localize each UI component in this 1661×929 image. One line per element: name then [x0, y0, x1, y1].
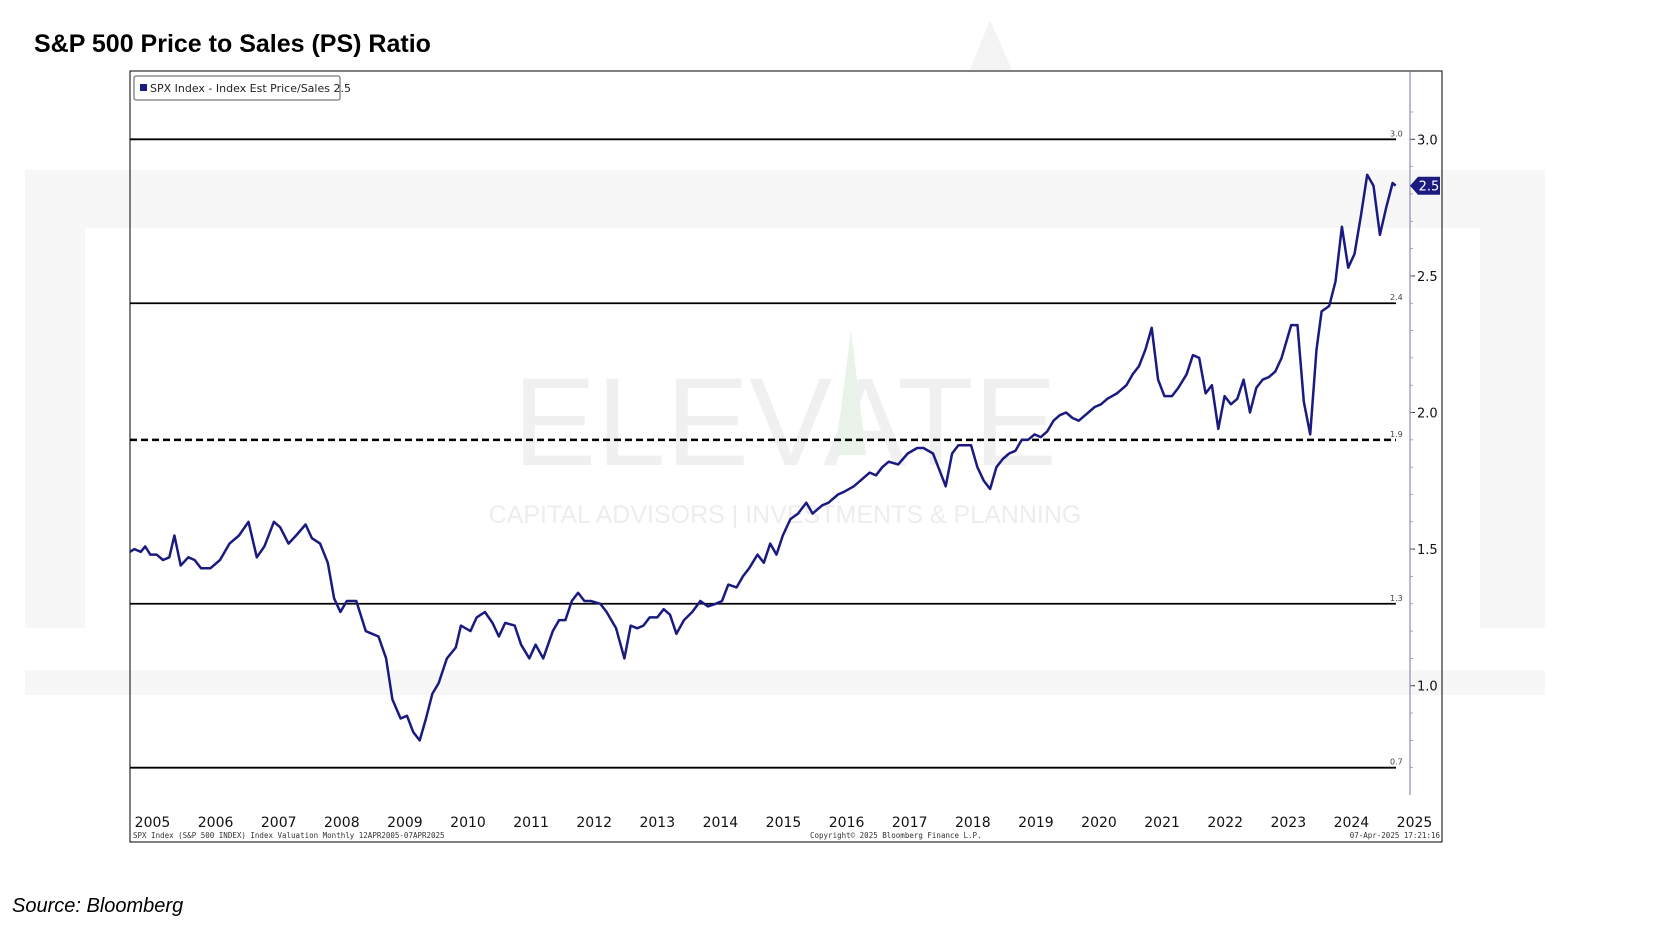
- x-tick-label: 2018: [955, 815, 991, 831]
- x-tick-label: 2017: [892, 815, 928, 831]
- x-tick-label: 2008: [324, 815, 360, 831]
- last-value-badge: 2.5: [1410, 176, 1440, 195]
- footer-left: SPX Index (S&P 500 INDEX) Index Valuatio…: [133, 831, 445, 840]
- y-tick-label: 3.0: [1417, 133, 1438, 148]
- plot-frame: [129, 70, 1443, 843]
- x-axis-ticks: 2005 2006 2007 2008 2009 2010 2011 2012 2013 2014…: [135, 815, 1433, 831]
- x-tick-label: 2015: [766, 815, 802, 831]
- x-tick-label: 2025: [1397, 815, 1433, 831]
- watermark-brand: ELEVATE: [513, 353, 1057, 492]
- x-tick-label: 2023: [1270, 815, 1306, 831]
- reference-label-0-7: 0.7: [1390, 758, 1403, 767]
- reference-label-3-0: 3.0: [1390, 129, 1403, 138]
- footer-right: 07-Apr-2025 17:21:16: [1350, 831, 1441, 840]
- x-tick-label: 2013: [639, 815, 675, 831]
- x-tick-label: 2014: [703, 815, 739, 831]
- reference-label-1-9: 1.9: [1390, 430, 1403, 439]
- x-tick-label: 2022: [1207, 815, 1243, 831]
- footer-center: Copyright© 2025 Bloomberg Finance L.P.: [810, 831, 982, 840]
- series-line-ps-ratio: [129, 173, 1397, 742]
- x-tick-label: 2011: [513, 815, 549, 831]
- legend-label: SPX Index - Index Est Price/Sales 2.5: [150, 82, 351, 95]
- source-note: Source: Bloomberg: [12, 895, 184, 917]
- x-tick-label: 2009: [387, 815, 423, 831]
- x-tick-label: 2019: [1018, 815, 1054, 831]
- legend: SPX Index - Index Est Price/Sales 2.5: [133, 75, 351, 101]
- reference-label-2-4: 2.4: [1390, 293, 1403, 302]
- x-tick-label: 2012: [576, 815, 612, 831]
- y-tick-label: 2.0: [1417, 407, 1438, 422]
- last-value-label: 2.5: [1419, 180, 1440, 195]
- y-tick-label: 2.5: [1417, 270, 1438, 285]
- x-tick-label: 2021: [1144, 815, 1180, 831]
- y-axis-ticks: 1.0 1.5 2.0 2.5 3.0: [1410, 111, 1438, 769]
- watermark: ELEVATE CAPITAL ADVISORS | INVESTMENTS &…: [25, 20, 1545, 695]
- y-tick-label: 1.0: [1417, 680, 1438, 695]
- legend-swatch: [140, 84, 147, 91]
- reference-lines: 3.0 2.4 1.9 1.3 0.7: [130, 129, 1403, 769]
- watermark-tagline: CAPITAL ADVISORS | INVESTMENTS & PLANNIN…: [489, 501, 1082, 529]
- x-tick-label: 2005: [135, 815, 171, 831]
- x-tick-label: 2006: [198, 815, 234, 831]
- x-tick-label: 2007: [261, 815, 297, 831]
- x-tick-label: 2024: [1334, 815, 1370, 831]
- reference-label-1-3: 1.3: [1390, 594, 1403, 603]
- x-tick-label: 2010: [450, 815, 486, 831]
- x-tick-label: 2016: [829, 815, 865, 831]
- page-title: S&P 500 Price to Sales (PS) Ratio: [34, 30, 431, 58]
- y-tick-label: 1.5: [1417, 543, 1438, 558]
- x-tick-label: 2020: [1081, 815, 1117, 831]
